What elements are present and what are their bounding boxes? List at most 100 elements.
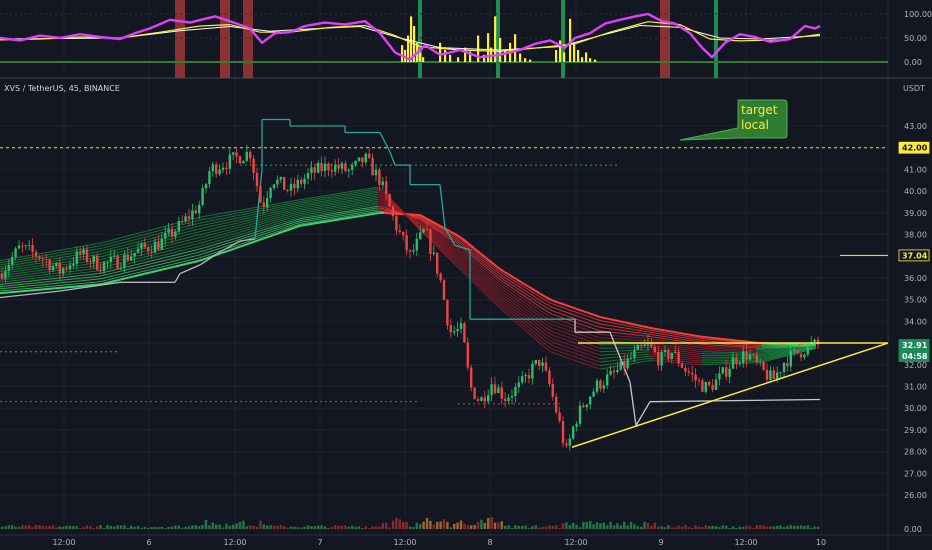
osc-histogram-bar (407, 35, 410, 62)
ribbon-segment (203, 214, 211, 217)
ribbon-segment (221, 242, 229, 246)
volume-bar (453, 523, 456, 529)
volume-bar (684, 525, 687, 529)
candle-body (41, 258, 44, 260)
candle-body (109, 256, 112, 262)
ribbon-segment (467, 276, 475, 284)
volume-bar (704, 525, 707, 529)
candle-body (578, 405, 582, 424)
ribbon-segment (497, 274, 505, 281)
candle-body (497, 387, 500, 393)
ribbon-segment (695, 352, 703, 354)
ribbon-segment (605, 317, 613, 321)
ribbon-segment (539, 319, 547, 325)
trailing-line-segment (174, 273, 181, 283)
ribbon-segment (383, 203, 391, 208)
candle-body (490, 384, 493, 396)
ribbon-segment (539, 339, 547, 346)
ribbon-segment (563, 356, 571, 360)
ribbon-segment (305, 207, 313, 210)
ribbon-segment (377, 202, 385, 205)
ribbon-segment (473, 252, 481, 259)
ribbon-segment (275, 223, 283, 227)
ribbon-segment (701, 340, 709, 342)
ribbon-segment (65, 276, 73, 278)
ribbon-segment (353, 198, 361, 201)
candle-body (572, 426, 575, 439)
ribbon-segment (53, 277, 61, 279)
ribbon-segment (431, 223, 439, 229)
volume-bar (96, 526, 99, 529)
ribbon-segment (161, 264, 169, 268)
volume-bar (245, 526, 248, 529)
ribbon-segment (101, 276, 109, 279)
ribbon-segment (119, 275, 127, 278)
ribbon-segment (473, 268, 481, 275)
ribbon-segment (323, 194, 331, 197)
ribbon-segment (695, 346, 703, 349)
ribbon-segment (281, 210, 289, 214)
ribbon-segment (293, 216, 301, 220)
volume-bar (711, 525, 714, 529)
ribbon-segment (683, 360, 691, 363)
ribbon-segment (275, 202, 283, 205)
ribbon-segment (323, 201, 331, 204)
ribbon-segment (5, 275, 13, 278)
ribbon-segment (113, 270, 121, 274)
ribbon-segment (245, 232, 253, 236)
volume-bars (0, 517, 820, 529)
ribbon-segment (149, 233, 157, 237)
volume-bar (473, 525, 476, 529)
candle-body (215, 164, 218, 174)
ribbon-segment (41, 266, 49, 269)
ribbon-segment (281, 212, 289, 216)
volume-bar (646, 523, 650, 529)
ribbon-segment (419, 223, 427, 230)
ribbon-segment (557, 347, 565, 351)
ribbon-segment (509, 299, 517, 306)
ribbon-segment (323, 211, 331, 214)
candle-body (796, 349, 799, 354)
ribbon-segment (491, 300, 499, 307)
time-tick-label: 8 (487, 538, 492, 547)
ribbon-segment (317, 202, 325, 205)
ribbon-segment (371, 198, 379, 201)
ribbon-segment (125, 240, 133, 243)
candle-body (714, 379, 718, 390)
ribbon-segment (689, 344, 697, 346)
ribbon-segment (113, 240, 121, 243)
volume-bar (456, 522, 459, 529)
ribbon-segment (671, 359, 679, 362)
ribbon-segment (245, 212, 253, 215)
ribbon-segment (737, 344, 745, 347)
ribbon-segment (557, 319, 565, 323)
ribbon-segment (11, 272, 19, 275)
volume-bar (140, 527, 143, 529)
ribbon-segment (491, 292, 499, 299)
ribbon-segment (65, 255, 73, 258)
ribbon-segment (101, 254, 109, 257)
candle-body (147, 247, 150, 252)
volume-bar (633, 524, 636, 529)
volume-bar (544, 526, 548, 529)
ribbon-segment (383, 211, 391, 213)
ribbon-segment (293, 221, 301, 225)
candle-body (551, 384, 554, 397)
ribbon-segment (677, 340, 685, 343)
annotation-callout[interactable]: target local (679, 99, 788, 141)
ribbon-segment (47, 287, 55, 290)
ribbon-segment (209, 243, 217, 247)
ribbon-segment (305, 211, 313, 214)
volume-bar (82, 527, 85, 529)
ribbon-segment (431, 220, 439, 226)
candle-body (45, 259, 48, 261)
volume-bar (449, 527, 452, 529)
volume-bar (595, 522, 599, 529)
ribbon-segment (575, 318, 583, 322)
ribbon-segment (779, 349, 787, 352)
ribbon-segment (215, 212, 223, 215)
ribbon-segment (575, 332, 583, 336)
ribbon-segment (131, 274, 139, 278)
ribbon-segment (323, 208, 331, 211)
ribbon-segment (11, 284, 19, 286)
